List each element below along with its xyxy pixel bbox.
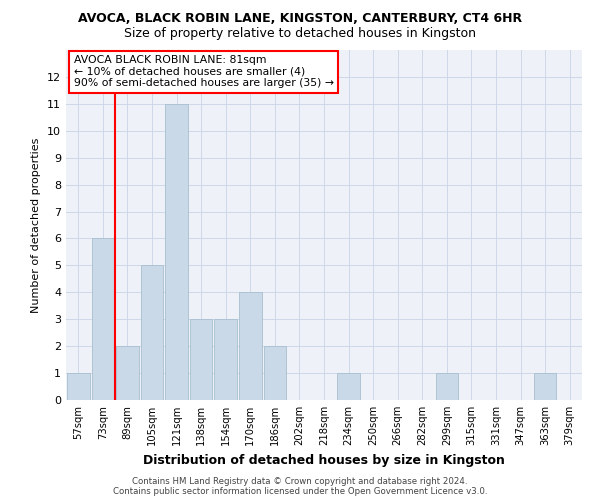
Bar [263,346,286,400]
Text: Size of property relative to detached houses in Kingston: Size of property relative to detached ho… [124,28,476,40]
Bar [337,373,360,400]
Text: Contains public sector information licensed under the Open Government Licence v3: Contains public sector information licen… [113,487,487,496]
Text: AVOCA, BLACK ROBIN LANE, KINGSTON, CANTERBURY, CT4 6HR: AVOCA, BLACK ROBIN LANE, KINGSTON, CANTE… [78,12,522,26]
Bar [140,266,163,400]
X-axis label: Distribution of detached houses by size in Kingston: Distribution of detached houses by size … [143,454,505,466]
Bar [239,292,262,400]
Bar [436,373,458,400]
Bar [214,319,237,400]
Bar [534,373,556,400]
Bar [165,104,188,400]
Bar [190,319,212,400]
Bar [92,238,114,400]
Text: AVOCA BLACK ROBIN LANE: 81sqm
← 10% of detached houses are smaller (4)
90% of se: AVOCA BLACK ROBIN LANE: 81sqm ← 10% of d… [74,56,334,88]
Text: Contains HM Land Registry data © Crown copyright and database right 2024.: Contains HM Land Registry data © Crown c… [132,477,468,486]
Bar [116,346,139,400]
Bar [67,373,89,400]
Y-axis label: Number of detached properties: Number of detached properties [31,138,41,312]
